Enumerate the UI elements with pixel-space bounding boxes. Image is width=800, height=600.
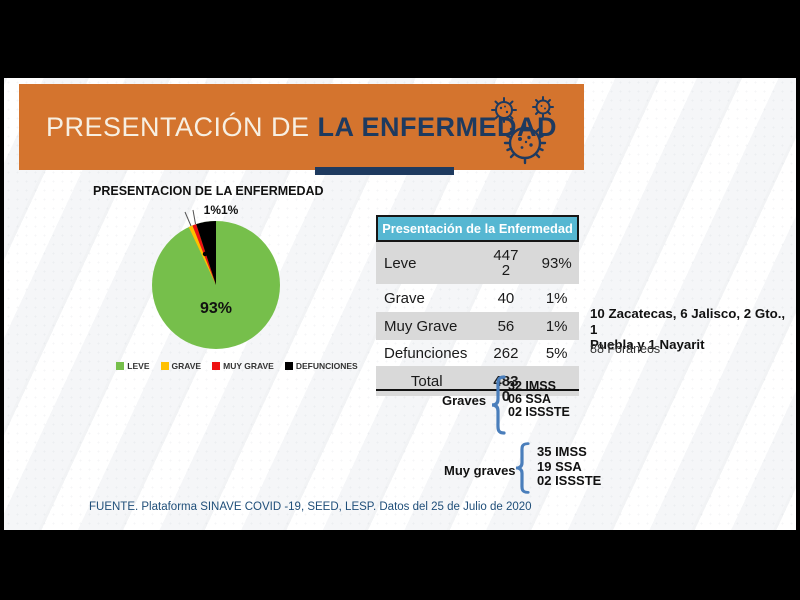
table-cell-label: Muy Grave xyxy=(384,317,458,335)
navy-accent-bar xyxy=(315,167,454,175)
graves-item: 02 ISSSTE xyxy=(508,404,570,419)
muy-graves-item: 35 IMSS xyxy=(537,444,587,459)
table-cell-label: Defunciones xyxy=(384,344,468,362)
muy-graves-item: 19 SSA xyxy=(537,458,582,474)
table-bottom-border xyxy=(376,389,579,391)
legend-item-defunciones: DEFUNCIONES xyxy=(284,361,358,371)
slide-title: PRESENTACIÓN DE LA ENFERMEDAD xyxy=(46,112,557,143)
source-footer: FUENTE. Plataforma SINAVE COVID -19, SEE… xyxy=(89,501,532,513)
table-row: Grave 40 1% xyxy=(376,284,579,312)
table-header: Presentación de la Enfermedad xyxy=(376,215,579,242)
pie-leader-line xyxy=(192,209,196,225)
table-cell-value: 262 xyxy=(493,344,519,362)
legend-label: GRAVE xyxy=(171,361,202,371)
table-cell-value: 40 xyxy=(497,289,515,307)
legend-item-leve: LEVE xyxy=(116,361,150,371)
table-row: Leve 447 2 93% xyxy=(376,242,579,284)
muy-graves-brace xyxy=(512,441,530,495)
legend-item-grave: GRAVE xyxy=(160,361,202,371)
pie-small-slices-label: 1%1% xyxy=(203,203,239,217)
pie-leader-line xyxy=(184,211,192,227)
legend-label: MUY GRAVE xyxy=(223,361,274,371)
table-row: Muy Grave 56 1% xyxy=(376,312,579,340)
graves-brace xyxy=(488,374,506,436)
legend-label: LEVE xyxy=(127,361,150,371)
legend-swatch-grave xyxy=(160,362,169,370)
table-cell-label: Grave xyxy=(384,289,425,307)
foraneos-annotation: 88 Foráneos xyxy=(590,342,661,356)
virus-icons xyxy=(486,95,566,167)
curly-brace-icon xyxy=(515,442,530,494)
pie-chart xyxy=(144,203,294,353)
legend-item-muy-grave: MUY GRAVE xyxy=(212,361,274,371)
pie-marker-dot xyxy=(202,251,208,257)
data-table: Presentación de la Enfermedad Leve 447 2… xyxy=(376,215,579,404)
graves-item: 32 IMSS xyxy=(508,379,556,393)
table-cell-pct: 1% xyxy=(545,317,568,335)
slide-title-light: PRESENTACIÓN DE xyxy=(46,111,318,142)
curly-brace-icon xyxy=(491,375,506,435)
table-cell-value: 447 2 xyxy=(493,247,519,279)
table-row-total: Total 483 0 xyxy=(376,366,579,404)
table-cell-label: Total xyxy=(410,372,443,390)
legend-swatch-muy-grave xyxy=(212,362,221,370)
table-cell-pct: 1% xyxy=(545,289,568,307)
table-cell-label: Leve xyxy=(384,254,417,272)
graves-items: 32 IMSS 06 SSA 02 ISSSTE xyxy=(508,380,570,418)
legend-swatch-defunciones xyxy=(284,362,293,370)
pie-leve-label: 93% xyxy=(199,300,233,317)
presentation-slide: PRESENTACIÓN DE LA ENFERMEDAD xyxy=(4,78,796,530)
pie-legend: LEVE GRAVE MUY GRAVE DEFUNCIONES xyxy=(107,361,367,371)
table-cell-pct: 93% xyxy=(541,254,572,272)
pie-chart-svg xyxy=(152,209,280,349)
muy-graves-label: Muy graves xyxy=(444,463,516,478)
pie-slice-grave xyxy=(188,225,216,285)
legend-swatch-leve xyxy=(116,362,125,370)
graves-label: Graves xyxy=(442,393,487,408)
states-annotation-line2: Puebla y 1 Nayarit xyxy=(590,337,705,352)
table-cell-pct: 5% xyxy=(545,344,568,362)
table-cell-value: 56 xyxy=(497,317,515,335)
coronavirus-icon xyxy=(491,96,554,165)
states-annotation-line1: 10 Zacatecas, 6 Jalisco, 2 Gto., 1 xyxy=(590,306,786,337)
table-row: Defunciones 262 5% xyxy=(376,340,579,366)
pie-chart-title: PRESENTACION DE LA ENFERMEDAD xyxy=(93,184,324,198)
legend-label: DEFUNCIONES xyxy=(295,361,358,371)
slide-header-bar: PRESENTACIÓN DE LA ENFERMEDAD xyxy=(19,84,584,170)
muy-graves-items: 35 IMSS 19 SSA 02 ISSSTE xyxy=(537,444,602,489)
states-annotation: 10 Zacatecas, 6 Jalisco, 2 Gto., 1 Puebl… xyxy=(590,306,795,353)
slide-title-bold: LA ENFERMEDAD xyxy=(317,111,558,142)
muy-graves-item: 02 ISSSTE xyxy=(537,473,602,489)
graves-item: 06 SSA xyxy=(508,391,552,406)
